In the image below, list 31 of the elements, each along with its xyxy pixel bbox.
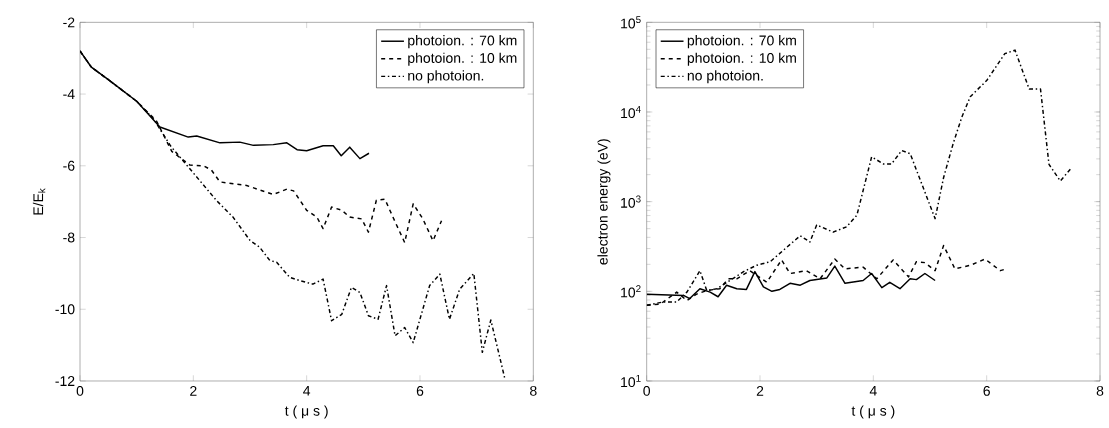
y-tick-label: 10$^{3}$	[621, 195, 641, 208]
y-tick-label: 10$^{2}$	[621, 285, 641, 298]
y-axis-title: electron energy (eV)	[597, 139, 611, 265]
x-tick-label: 4	[869, 385, 877, 396]
x-tick-label: 2	[756, 385, 764, 396]
x-tick-label: 6	[983, 385, 990, 396]
x-axis-title: t ( μ s )	[284, 405, 328, 419]
y-tick-label: -2	[63, 17, 75, 28]
legend-label: photoion. : 10 km	[687, 52, 796, 66]
y-tick-label: -6	[63, 160, 75, 171]
legend-label: no photoion.	[408, 70, 484, 84]
legend-label: photoion. : 70 km	[687, 35, 796, 49]
x-tick-label: 4	[303, 385, 311, 396]
y-tick-label: 10$^{1}$	[621, 374, 641, 388]
y-tick-label: -12	[55, 376, 75, 386]
x-tick-label: 2	[190, 385, 197, 396]
x-axis-title: t ( μ s )	[851, 405, 895, 419]
legend-label: photoion. : 70 km	[408, 35, 517, 49]
y-tick-label: -10	[55, 304, 75, 315]
legend-label: photoion. : 10 km	[408, 52, 517, 66]
y-tick-label: -4	[63, 89, 75, 99]
x-tick-label: 8	[1096, 385, 1104, 396]
y-tick-label: 10$^{4}$	[621, 105, 641, 119]
y-axis-title: E/E$_{k}$	[32, 188, 46, 215]
x-tick-label: 6	[416, 385, 424, 396]
y-tick-label: -8	[63, 232, 75, 243]
x-tick-label: 8	[530, 385, 537, 396]
x-tick-label: 0	[76, 385, 84, 396]
legend-label: no photoion.	[687, 70, 763, 84]
x-tick-label: 0	[643, 385, 651, 396]
y-tick-label: 10$^{5}$	[621, 16, 641, 29]
